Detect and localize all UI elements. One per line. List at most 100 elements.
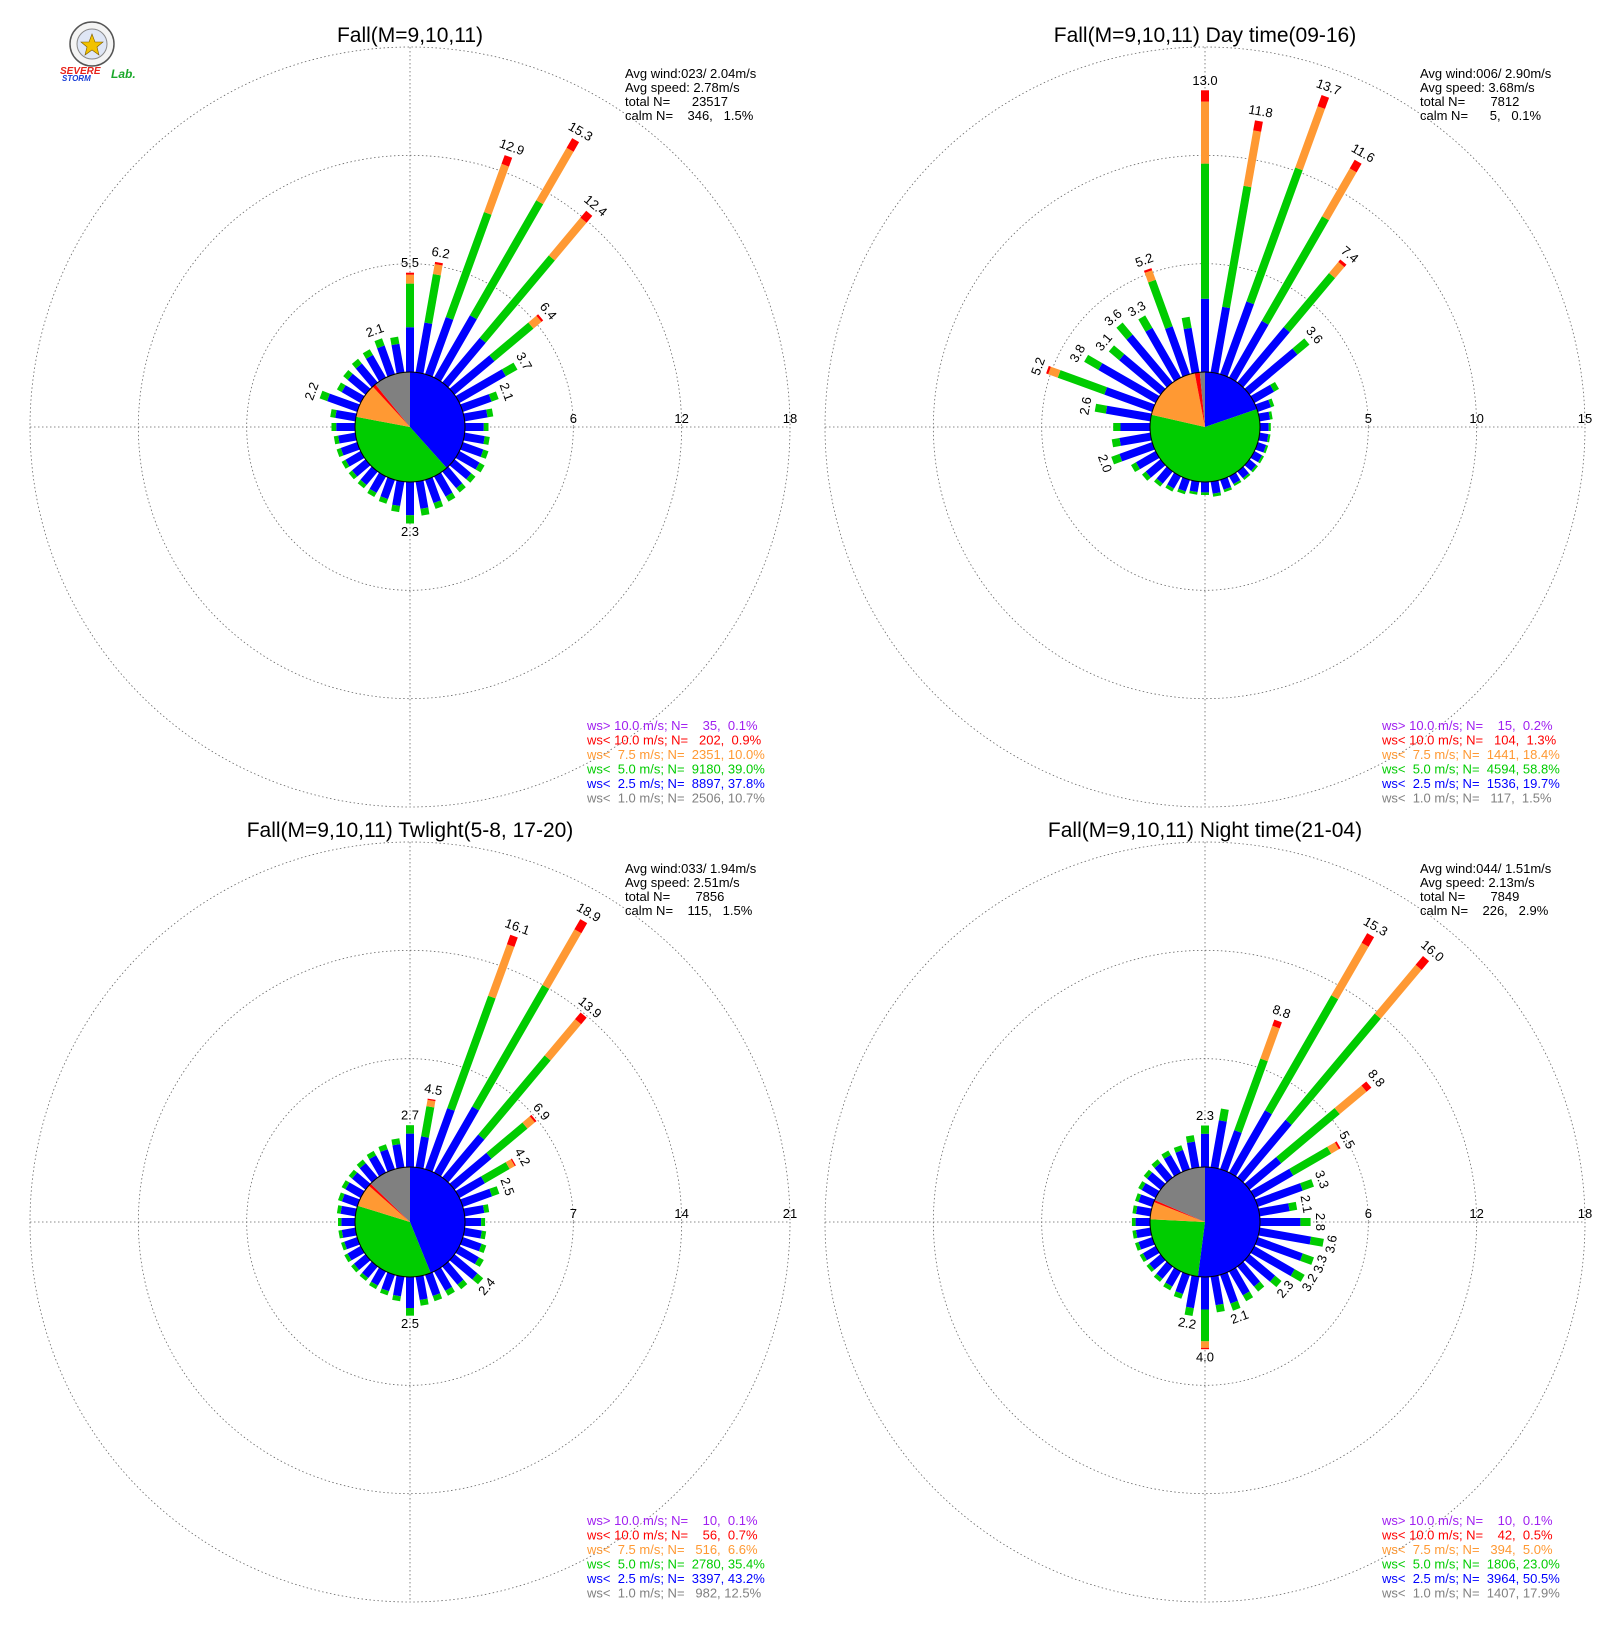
- bar-segment: [542, 929, 582, 989]
- bar-segment: [1255, 1237, 1303, 1261]
- bar-segment: [478, 1055, 551, 1140]
- bar-segment: [338, 432, 357, 444]
- bar-280: [336, 1205, 357, 1217]
- bar-210: [367, 472, 386, 497]
- bar-70: [1255, 398, 1275, 412]
- bar-segment: [338, 1218, 342, 1226]
- pie-outline: [354, 371, 466, 483]
- ring-label: 6: [1365, 1206, 1372, 1221]
- bar-segment: [1260, 423, 1269, 431]
- bar-310: [348, 1169, 371, 1190]
- bar-160: [1220, 1272, 1241, 1311]
- bar-segment: [483, 423, 489, 431]
- bar-350: [1185, 1135, 1200, 1169]
- bar-segment: [1317, 95, 1330, 109]
- bar-segment: [1084, 354, 1103, 370]
- bar-segment: [1242, 1291, 1254, 1302]
- bar-segment: [415, 1275, 428, 1300]
- bar-segment: [1142, 1246, 1160, 1261]
- bar-segment: [345, 1182, 365, 1198]
- bar-segment: [488, 944, 515, 999]
- bar-segment: [460, 442, 484, 457]
- bar-segment: [465, 1218, 482, 1226]
- bar-segment: [1244, 1254, 1276, 1282]
- bar-320: [1151, 1159, 1173, 1183]
- bar-label: 5.5: [401, 255, 419, 270]
- bar-segment: [442, 337, 486, 388]
- bar-segment: [460, 394, 492, 412]
- bar-300: [341, 1180, 365, 1198]
- bar-segment: [449, 1254, 478, 1280]
- bar-270: [331, 423, 355, 431]
- bar-segment: [1156, 466, 1173, 484]
- bar-290: [338, 1192, 360, 1207]
- bar-segment: [1258, 455, 1264, 464]
- bar-70: [1255, 1179, 1314, 1207]
- bar-segment: [1057, 370, 1107, 395]
- bar-130: [449, 1254, 484, 1285]
- bar-segment: [1141, 1183, 1160, 1198]
- bar-segment: [421, 1106, 435, 1138]
- bar-segment: [445, 492, 456, 502]
- bar-segment: [1201, 1125, 1209, 1134]
- bar-segment: [335, 410, 357, 422]
- bar-segment: [1255, 399, 1272, 412]
- bar-label: 5.2: [1028, 355, 1048, 377]
- bar-segment: [1145, 327, 1181, 382]
- bar-segment: [341, 1227, 357, 1238]
- bar-label: 2.7: [401, 1108, 419, 1123]
- bar-segment: [343, 370, 353, 380]
- pie-slice: [410, 372, 466, 468]
- ring-label: 7: [570, 1206, 577, 1221]
- bar-180: [1201, 1277, 1209, 1350]
- bar-segment: [522, 1116, 535, 1129]
- bar-240: [344, 1246, 365, 1263]
- bar-segment: [1145, 459, 1166, 478]
- bar-20: [1220, 1019, 1282, 1172]
- bar-segment: [380, 1288, 389, 1296]
- bar-110: [1255, 442, 1269, 454]
- bar-260: [1111, 432, 1152, 448]
- legend-entry: ws< 5.0 m/s; N= 1806, 23.0%: [1381, 1557, 1560, 1572]
- bar-320: [356, 1159, 378, 1183]
- bar-segment: [466, 473, 476, 483]
- logo-line3: Lab.: [111, 67, 136, 81]
- bar-segment: [366, 1150, 377, 1160]
- bar-segment: [1237, 1261, 1261, 1287]
- bar-segment: [406, 274, 414, 284]
- bar-segment: [341, 1241, 347, 1251]
- bar-260: [1132, 1227, 1152, 1239]
- chart-title: Fall(M=9,10,11) Twlight(5-8, 17-20): [247, 819, 574, 842]
- bar-290: [1135, 1193, 1155, 1207]
- bar-110: [460, 442, 489, 459]
- bar-segment: [442, 1134, 485, 1183]
- bar-segment: [1210, 306, 1230, 374]
- bar-segment: [347, 1246, 365, 1261]
- bar-segment: [1233, 480, 1242, 486]
- bar-segment: [1163, 1282, 1173, 1291]
- bar-segment: [456, 483, 466, 493]
- legend-entry: ws< 7.5 m/s; N= 1441, 18.4%: [1381, 747, 1560, 762]
- bar-segment: [501, 155, 513, 167]
- bar-segment: [1229, 1267, 1250, 1296]
- bar-210: [1163, 1267, 1181, 1291]
- bar-segment: [1220, 477, 1232, 490]
- bar-segment: [457, 1279, 468, 1290]
- ring-label: 18: [783, 411, 797, 426]
- pie-slice: [1205, 372, 1257, 427]
- bar-150: [434, 472, 456, 502]
- bar-segment: [1173, 1291, 1183, 1299]
- bar-segment: [1292, 338, 1310, 355]
- bar-segment: [1201, 298, 1209, 372]
- bar-segment: [1138, 1237, 1155, 1250]
- bar-segment: [1415, 956, 1430, 970]
- bar-label: 2.8: [1313, 1213, 1328, 1231]
- bar-segment: [1177, 488, 1186, 495]
- bar-segment: [359, 1272, 369, 1281]
- bar-segment: [1147, 1172, 1166, 1190]
- pie-slice: [355, 1205, 431, 1278]
- bar-segment: [1201, 1347, 1209, 1350]
- bar-segment: [463, 1227, 482, 1239]
- bar-100: [1258, 432, 1271, 443]
